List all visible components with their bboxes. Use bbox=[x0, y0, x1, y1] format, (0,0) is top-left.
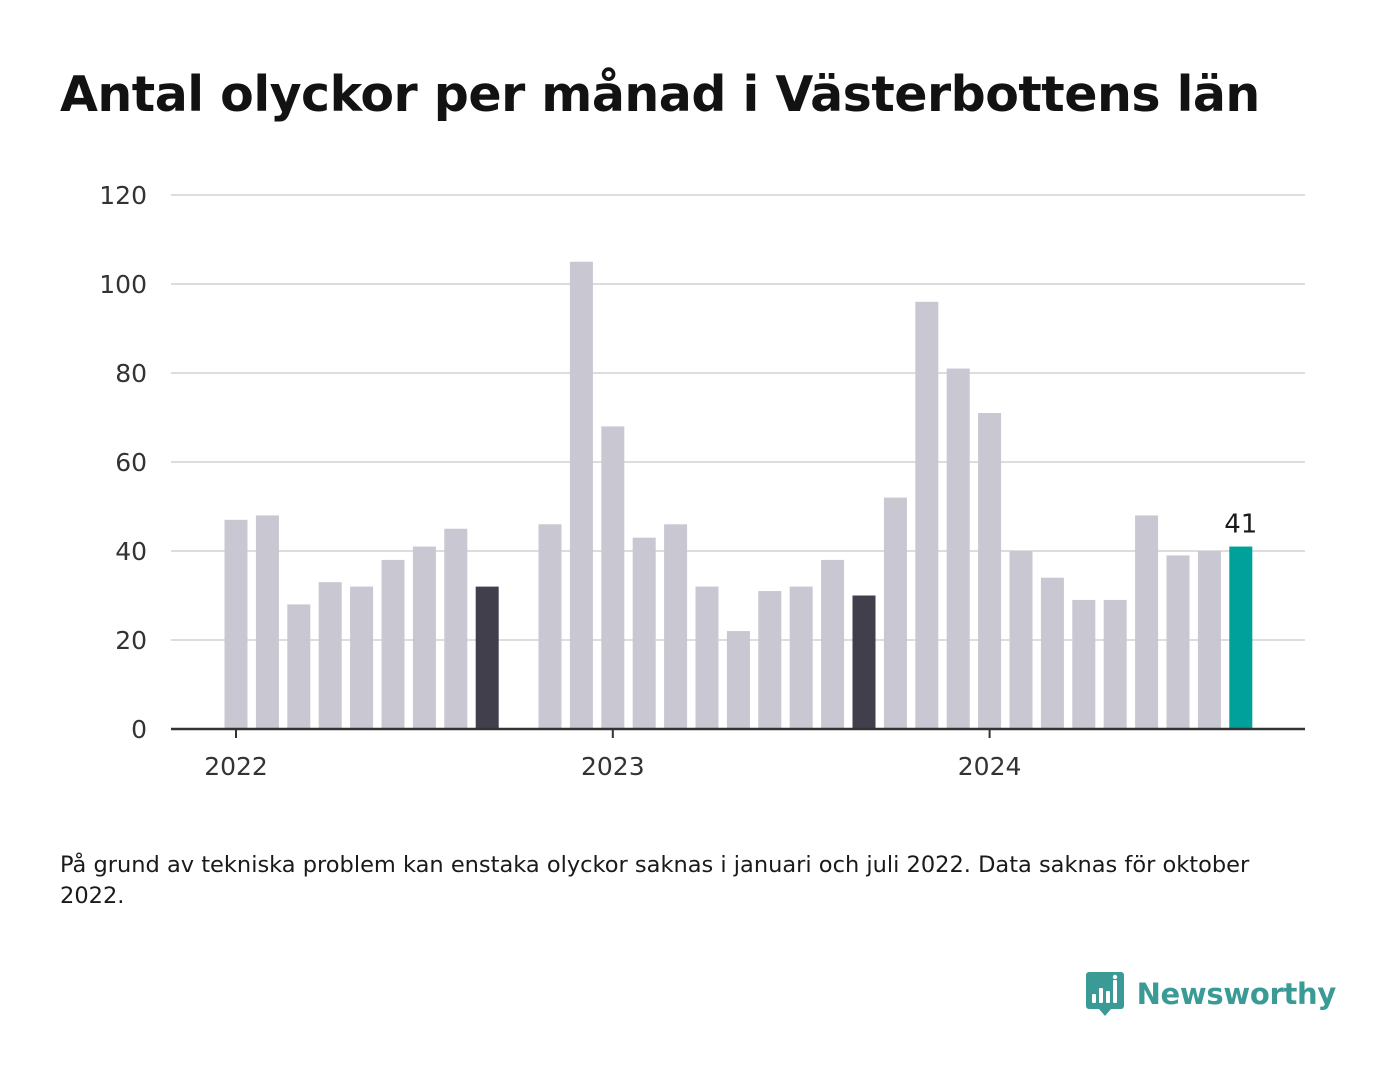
data-label: 41 bbox=[1224, 510, 1257, 540]
x-tick-label: 2024 bbox=[958, 752, 1022, 781]
bar-2022-05 bbox=[350, 586, 374, 729]
bar-2024-05 bbox=[1103, 599, 1127, 729]
bar-2022-08 bbox=[444, 528, 468, 729]
bar-2024-08 bbox=[1197, 551, 1221, 729]
y-tick-label: 80 bbox=[115, 359, 147, 388]
axes: 0 20 40 60 80 100 120 2022 2023 2024 bbox=[99, 181, 1305, 781]
bar-2024-02 bbox=[1009, 551, 1033, 729]
y-tick-label: 20 bbox=[115, 626, 147, 655]
bar-2022-09 bbox=[475, 586, 499, 729]
footnote: På grund av tekniska problem kan enstaka… bbox=[60, 852, 1250, 909]
bar-2022-02 bbox=[255, 515, 279, 729]
bar-2022-07 bbox=[412, 546, 436, 729]
bar-2024-06 bbox=[1135, 515, 1159, 729]
bars bbox=[224, 261, 1253, 729]
chart-title: Antal olyckor per månad i Västerbottens … bbox=[60, 66, 1260, 123]
bar-2023-02 bbox=[632, 537, 656, 729]
bar-2024-04 bbox=[1072, 599, 1096, 729]
bar-2023-10 bbox=[883, 497, 907, 729]
y-tick-label: 60 bbox=[115, 448, 147, 477]
bar-2024-03 bbox=[1040, 577, 1064, 729]
bar-2022-04 bbox=[318, 582, 342, 729]
bar-2022-01 bbox=[224, 519, 248, 729]
bar-2024-01 bbox=[978, 413, 1002, 729]
bar-2023-03 bbox=[664, 524, 688, 729]
data-labels: 41 bbox=[1224, 510, 1257, 540]
y-tick-label: 120 bbox=[99, 181, 147, 210]
bar-2023-12 bbox=[946, 368, 970, 729]
bar-2023-01 bbox=[601, 426, 625, 729]
x-tick-label: 2022 bbox=[204, 752, 268, 781]
bar-2023-06 bbox=[758, 591, 782, 729]
bar-2023-04 bbox=[695, 586, 719, 729]
x-tick-label: 2023 bbox=[581, 752, 645, 781]
bar-chart: 0 20 40 60 80 100 120 2022 2023 2024 41 bbox=[99, 181, 1305, 781]
brand-logo: Newsworthy bbox=[1085, 970, 1336, 1018]
bar-2024-09 bbox=[1229, 546, 1253, 729]
bar-2023-07 bbox=[789, 586, 813, 729]
brand-name: Newsworthy bbox=[1136, 977, 1337, 1011]
bar-2023-11 bbox=[915, 301, 939, 729]
bar-2023-05 bbox=[726, 631, 750, 729]
bar-2022-06 bbox=[381, 559, 405, 729]
y-tick-label: 40 bbox=[115, 537, 147, 566]
bar-2023-09 bbox=[852, 595, 876, 729]
newsworthy-logo-icon bbox=[1085, 972, 1124, 1016]
bar-2024-07 bbox=[1166, 555, 1190, 729]
bar-2023-08 bbox=[821, 559, 845, 729]
bar-2022-03 bbox=[287, 604, 311, 729]
bar-2022-12 bbox=[569, 261, 593, 729]
y-tick-label: 0 bbox=[131, 715, 147, 744]
y-tick-label: 100 bbox=[99, 270, 147, 299]
gridlines bbox=[171, 194, 1305, 641]
bar-2022-11 bbox=[538, 524, 562, 729]
